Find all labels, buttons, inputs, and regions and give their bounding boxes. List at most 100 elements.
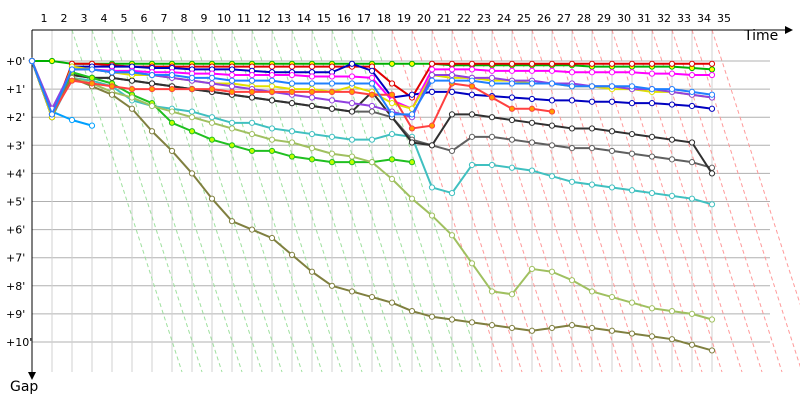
data-point (668, 70, 676, 77)
data-point (688, 102, 696, 110)
data-point (108, 69, 116, 76)
data-point (568, 277, 576, 284)
data-point (628, 83, 636, 90)
data-point (348, 80, 356, 87)
data-point (608, 60, 616, 67)
data-point (288, 128, 296, 135)
data-point (188, 128, 196, 135)
data-point (588, 69, 596, 76)
data-point (388, 175, 396, 183)
data-point (168, 86, 176, 93)
data-point (528, 60, 536, 67)
data-point (448, 77, 456, 84)
x-tick-label: 32 (657, 12, 671, 25)
data-point (508, 105, 516, 112)
data-point (508, 80, 516, 87)
data-point (168, 108, 176, 115)
data-point (468, 91, 476, 98)
data-point (248, 94, 256, 101)
data-point (168, 71, 176, 79)
data-point (348, 108, 356, 115)
data-point (308, 268, 316, 275)
data-point (368, 136, 376, 143)
data-point (128, 69, 136, 76)
data-point (368, 159, 376, 166)
data-point (168, 119, 176, 126)
y-tick-label: +0' (6, 55, 25, 68)
x-axis-title: Time (743, 28, 778, 44)
x-tick-label: 35 (717, 12, 731, 25)
x-tick-label: 33 (677, 12, 691, 25)
data-point (668, 136, 676, 143)
data-point (708, 316, 716, 323)
y-tick-label: +10' (6, 336, 32, 349)
data-point (428, 313, 436, 320)
data-point (348, 100, 356, 107)
data-point (408, 125, 416, 132)
lapped-diagonal (391, 29, 503, 373)
data-point (548, 324, 556, 332)
data-point (228, 125, 236, 132)
data-point (288, 71, 296, 79)
data-point (488, 133, 496, 140)
data-point (468, 319, 476, 326)
data-point (228, 71, 236, 79)
data-point (208, 74, 216, 81)
data-point (408, 111, 416, 118)
data-point (688, 60, 696, 67)
data-point (268, 83, 276, 90)
data-point (448, 66, 456, 73)
data-point (428, 60, 436, 67)
data-point (508, 67, 516, 74)
x-tick-label: 1 (41, 12, 48, 25)
x-tick-label: 5 (121, 12, 128, 25)
data-point (308, 80, 316, 87)
data-point (468, 161, 476, 169)
data-point (348, 159, 356, 166)
data-point (628, 187, 636, 194)
data-point (248, 88, 256, 96)
data-point (68, 77, 76, 84)
data-point (488, 80, 496, 87)
x-tick-label: 2 (61, 12, 68, 25)
data-point (548, 97, 556, 104)
x-tick-label: 25 (517, 12, 531, 25)
data-point (548, 268, 556, 275)
data-point (288, 63, 296, 70)
data-point (228, 88, 236, 96)
data-point (468, 83, 476, 90)
data-point (428, 77, 436, 84)
data-point (648, 133, 656, 140)
x-tick-label: 28 (577, 12, 591, 25)
data-point (508, 94, 516, 101)
data-point (568, 125, 576, 132)
data-point (608, 147, 616, 155)
data-point (328, 97, 336, 104)
data-point (388, 60, 396, 67)
data-point (348, 73, 356, 80)
x-tick-label: 18 (377, 12, 391, 25)
data-point (588, 181, 596, 188)
data-point (648, 60, 656, 67)
data-point (608, 83, 616, 90)
data-point (328, 73, 336, 80)
y-tick-label: +7' (6, 252, 25, 265)
data-point (668, 156, 676, 163)
lapped-diagonal (531, 29, 643, 373)
lapped-diagonal (671, 29, 783, 373)
x-tick-label: 19 (397, 12, 411, 25)
data-point (468, 60, 476, 67)
x-tick-label: 9 (201, 12, 208, 25)
data-point (528, 139, 536, 146)
data-point (568, 178, 576, 185)
data-point (428, 66, 436, 73)
x-tick-label: 12 (257, 12, 271, 25)
x-tick-label: 23 (477, 12, 491, 25)
data-point (268, 97, 276, 104)
data-point (668, 101, 676, 108)
data-point (228, 142, 236, 149)
data-point (548, 80, 556, 87)
data-point (408, 195, 416, 202)
data-point (48, 111, 56, 118)
